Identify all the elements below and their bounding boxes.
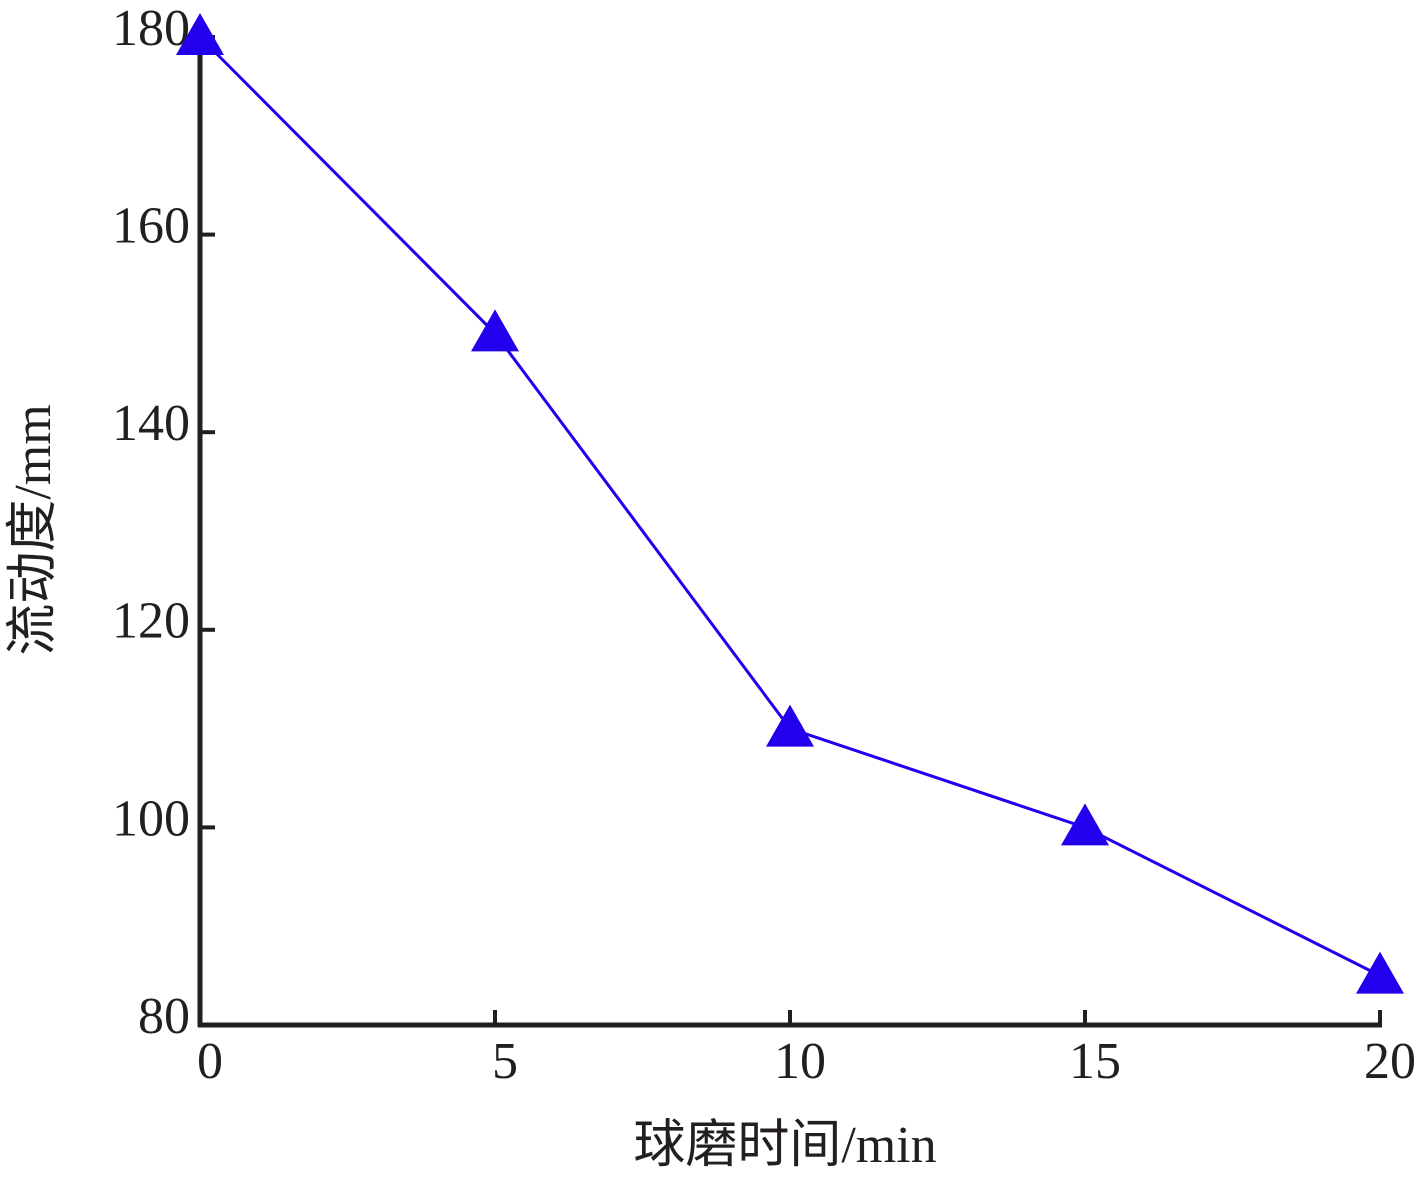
data-line [198, 35, 1381, 977]
y-tick-label: 120 [112, 593, 190, 650]
x-axis-label: 球磨时间/min [633, 1117, 936, 1174]
data-point [471, 309, 519, 352]
x-tick-label: 15 [1069, 1033, 1121, 1090]
data-point [1061, 803, 1109, 846]
data-point [766, 704, 814, 747]
x-tick-label: 5 [492, 1033, 518, 1090]
y-tick-label: 80 [138, 988, 190, 1045]
data-point [176, 13, 224, 55]
data-point [1356, 951, 1404, 994]
y-tick-label: 180 [112, 0, 190, 57]
x-tick-label: 0 [197, 1033, 223, 1090]
x-tick-label: 10 [774, 1033, 826, 1090]
y-axis-label: 流动度/mm [5, 404, 62, 655]
y-tick-label: 160 [112, 198, 190, 255]
y-tick-label: 100 [112, 790, 190, 847]
x-tick-label: 20 [1364, 1033, 1416, 1090]
y-tick-label: 140 [112, 395, 190, 452]
